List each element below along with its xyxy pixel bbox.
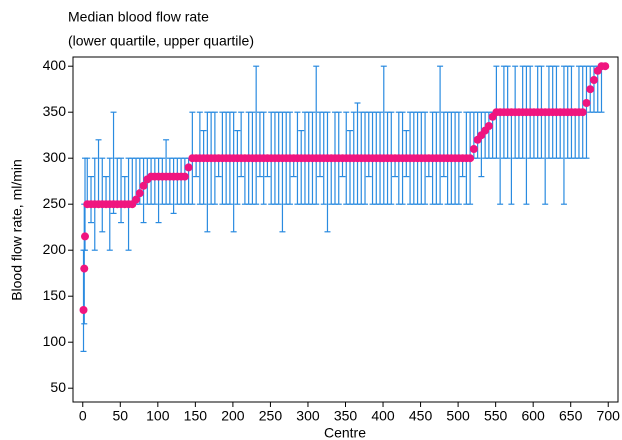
y-tick-label: 200 xyxy=(43,241,67,257)
x-tick-label: 400 xyxy=(371,408,395,424)
error-bar xyxy=(328,157,335,205)
x-tick-label: 50 xyxy=(113,408,129,424)
error-bar xyxy=(440,111,447,178)
error-bar xyxy=(324,111,331,233)
error-bar xyxy=(572,111,579,159)
error-bar xyxy=(95,139,102,205)
error-bar xyxy=(170,157,177,214)
median-point xyxy=(586,85,595,94)
median-point xyxy=(582,99,591,107)
median-point xyxy=(79,306,88,314)
x-tick-label: 600 xyxy=(521,408,545,424)
error-bar xyxy=(118,157,125,224)
y-tick-label: 300 xyxy=(43,149,67,165)
y-tick-label: 250 xyxy=(43,195,67,211)
median-point xyxy=(589,76,598,84)
median-point xyxy=(466,154,475,163)
error-bar xyxy=(253,65,260,205)
error-bar xyxy=(155,157,162,224)
x-tick-label: 250 xyxy=(259,408,283,424)
error-bar xyxy=(151,157,158,205)
error-bar xyxy=(347,130,354,205)
x-tick-label: 150 xyxy=(184,408,208,424)
error-bar xyxy=(316,111,323,178)
error-bar xyxy=(515,111,522,159)
median-point xyxy=(132,195,141,204)
error-bar xyxy=(560,65,567,205)
x-tick-label: 200 xyxy=(221,408,245,424)
error-bar xyxy=(103,176,110,205)
median-point xyxy=(81,232,90,241)
y-tick-label: 50 xyxy=(50,379,66,395)
x-tick-label: 650 xyxy=(559,408,583,424)
error-bar xyxy=(88,176,95,224)
error-bar xyxy=(365,111,372,178)
median-point xyxy=(184,163,193,172)
error-bar xyxy=(354,102,361,205)
error-bar xyxy=(403,130,410,178)
error-bar xyxy=(557,111,564,159)
error-bar xyxy=(166,157,173,205)
chart-title: Median blood flow rate xyxy=(68,9,209,25)
x-tick-label: 500 xyxy=(446,408,470,424)
x-tick-label: 550 xyxy=(484,408,508,424)
y-axis-label: Blood flow rate, ml/min xyxy=(9,159,25,301)
chart-subtitle: (lower quartile, upper quartile) xyxy=(68,33,254,49)
y-tick-label: 400 xyxy=(43,57,67,73)
error-bar xyxy=(238,111,245,178)
error-bar xyxy=(81,203,88,325)
error-bar xyxy=(114,157,121,205)
x-tick-label: 350 xyxy=(334,408,358,424)
y-tick-label: 100 xyxy=(43,333,67,349)
error-bar xyxy=(530,111,537,159)
error-bar xyxy=(121,176,128,205)
error-bar xyxy=(256,111,263,178)
error-bar xyxy=(174,157,181,205)
x-tick-label: 0 xyxy=(79,408,87,424)
error-bar xyxy=(163,139,170,205)
error-bar xyxy=(437,65,444,205)
x-tick-label: 450 xyxy=(409,408,433,424)
median-point xyxy=(180,172,189,181)
error-bar xyxy=(159,157,166,205)
error-bar xyxy=(298,130,305,205)
error-bar xyxy=(200,130,207,205)
error-bar xyxy=(241,157,248,205)
error-bar xyxy=(234,130,241,205)
median-point xyxy=(578,108,587,117)
median-point xyxy=(139,181,148,190)
error-bar xyxy=(279,111,286,233)
median-point xyxy=(135,189,144,198)
y-tick-label: 350 xyxy=(43,103,67,119)
x-tick-label: 100 xyxy=(146,408,170,424)
error-bar xyxy=(110,111,117,214)
median-point xyxy=(80,264,89,273)
error-bar xyxy=(313,65,320,205)
error-bar xyxy=(523,65,530,205)
error-bar xyxy=(99,157,106,233)
x-tick-label: 300 xyxy=(296,408,320,424)
median-point xyxy=(601,62,610,71)
x-axis-label: Centre xyxy=(324,425,366,440)
y-tick-label: 150 xyxy=(43,287,67,303)
median-point xyxy=(484,122,493,130)
median-point xyxy=(469,145,478,153)
error-bar xyxy=(478,111,485,178)
x-tick-label: 700 xyxy=(597,408,621,424)
error-bar xyxy=(178,157,185,205)
error-bar xyxy=(380,65,387,205)
error-bar xyxy=(230,111,237,233)
